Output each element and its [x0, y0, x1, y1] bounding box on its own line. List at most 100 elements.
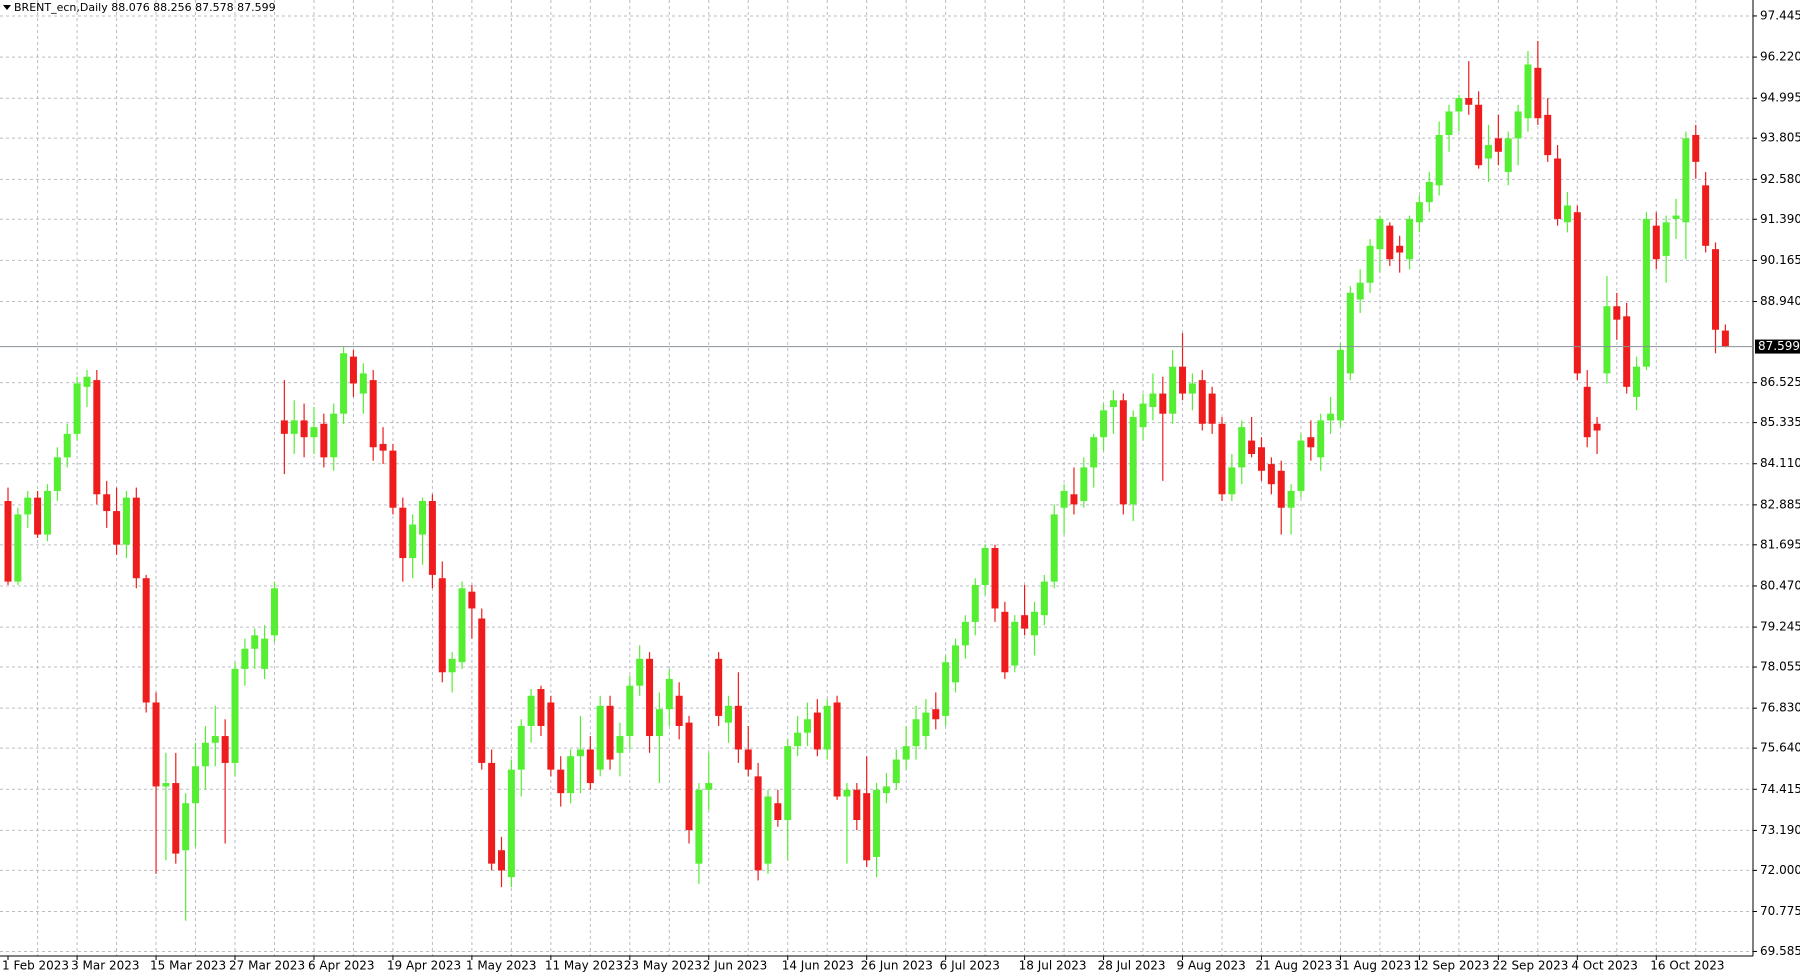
candle-body [784, 746, 792, 821]
candle-body [1149, 393, 1157, 407]
last-price-box [1755, 339, 1800, 354]
y-tick-label: 74.415 [1760, 782, 1800, 796]
candle-body [1267, 464, 1275, 485]
y-tick-label: 78.055 [1760, 660, 1800, 674]
x-tick-label: 1 May 2023 [466, 959, 537, 973]
candle-body [517, 725, 525, 770]
candle-body [1386, 225, 1394, 260]
candle-body [478, 618, 486, 763]
candle-body [863, 793, 871, 861]
candle-body [1139, 403, 1147, 428]
candle-body [586, 749, 594, 784]
candle-body [330, 413, 338, 458]
candle-body [1524, 64, 1532, 119]
candle-body [1692, 134, 1700, 162]
x-tick-label: 16 Oct 2023 [1650, 959, 1724, 973]
candle-body [1336, 349, 1344, 421]
candle-body [507, 769, 515, 878]
candle-body [1179, 366, 1187, 394]
candle-body [428, 501, 436, 575]
candle-body [665, 678, 673, 710]
candle-body [73, 383, 81, 434]
candle-body [63, 433, 71, 458]
x-tick-label: 19 Apr 2023 [387, 959, 461, 973]
candle-body [270, 588, 278, 636]
x-tick-label: 23 May 2023 [624, 959, 702, 973]
candle-body [409, 524, 417, 559]
candle-body [1554, 158, 1562, 219]
candle-body [1573, 212, 1581, 374]
candle-body [774, 803, 782, 821]
candle-body [1356, 282, 1364, 300]
candle-body [468, 591, 476, 609]
chart-title: BRENT_ecn,Daily 88.076 88.256 87.578 87.… [14, 1, 276, 14]
candle-body [646, 658, 654, 737]
candle-body [1060, 490, 1068, 508]
x-tick-label: 22 Sep 2023 [1492, 959, 1568, 973]
candle-body [596, 705, 604, 770]
candle-body [1198, 380, 1206, 424]
candle-body [1652, 225, 1660, 260]
candle-body [843, 789, 851, 797]
x-tick-label: 2 Jun 2023 [703, 959, 768, 973]
candles [4, 40, 1729, 921]
candle-body [340, 353, 348, 414]
x-tick-label: 28 Jul 2023 [1098, 959, 1166, 973]
y-tick-label: 88.940 [1760, 294, 1800, 308]
candle-body [1583, 386, 1591, 438]
candle-body [1514, 111, 1522, 139]
candle-body [833, 702, 841, 797]
candle-body [320, 423, 328, 458]
y-tick-label: 81.695 [1760, 537, 1800, 551]
candle-body [1238, 427, 1246, 468]
x-tick-label: 9 Aug 2023 [1177, 959, 1246, 973]
candle-body [448, 658, 456, 673]
candle-body [1169, 366, 1177, 414]
candle-body [300, 420, 308, 438]
candle-body [764, 796, 772, 864]
candle-body [14, 514, 22, 582]
candle-body [922, 712, 930, 737]
candle-body [1465, 98, 1473, 105]
candle-body [1702, 185, 1710, 246]
x-tick-label: 6 Apr 2023 [308, 959, 375, 973]
candle-body [1445, 111, 1453, 135]
candle-body [1494, 138, 1502, 152]
y-tick-label: 79.245 [1760, 620, 1800, 634]
candle-body [1208, 393, 1216, 424]
candle-body [1415, 202, 1423, 223]
candle-body [103, 494, 111, 512]
x-tick-label: 27 Mar 2023 [229, 959, 305, 973]
candle-body [981, 548, 989, 585]
y-tick-label: 90.165 [1760, 253, 1800, 267]
candle-body [1257, 447, 1265, 471]
candle-body [1040, 581, 1048, 616]
candle-body [192, 766, 200, 804]
candle-body [576, 749, 584, 757]
candle-body [873, 789, 881, 857]
candle-body [892, 759, 900, 784]
candle-body [4, 501, 12, 582]
candle-body [310, 427, 318, 438]
candle-body [1613, 306, 1621, 320]
candle-body [1504, 138, 1512, 172]
x-tick-label: 15 Mar 2023 [150, 959, 226, 973]
candle-body [1287, 490, 1295, 508]
candle-body [201, 742, 209, 767]
y-tick-label: 94.995 [1760, 91, 1800, 105]
candle-body [1603, 306, 1611, 374]
candle-body [1021, 615, 1029, 629]
candle-body [1188, 383, 1196, 394]
candle-body [794, 732, 802, 747]
candle-body [1248, 440, 1256, 454]
candle-body [1485, 145, 1492, 159]
candle-body [1307, 437, 1315, 448]
candle-body [853, 789, 861, 821]
y-tick-label: 70.775 [1760, 904, 1800, 918]
candle-body [715, 658, 723, 716]
candle-body [53, 457, 61, 491]
y-tick-label: 93.805 [1760, 131, 1800, 145]
candle-body [399, 507, 407, 559]
x-tick-label: 31 Aug 2023 [1334, 959, 1411, 973]
y-tick-label: 75.640 [1760, 741, 1800, 755]
